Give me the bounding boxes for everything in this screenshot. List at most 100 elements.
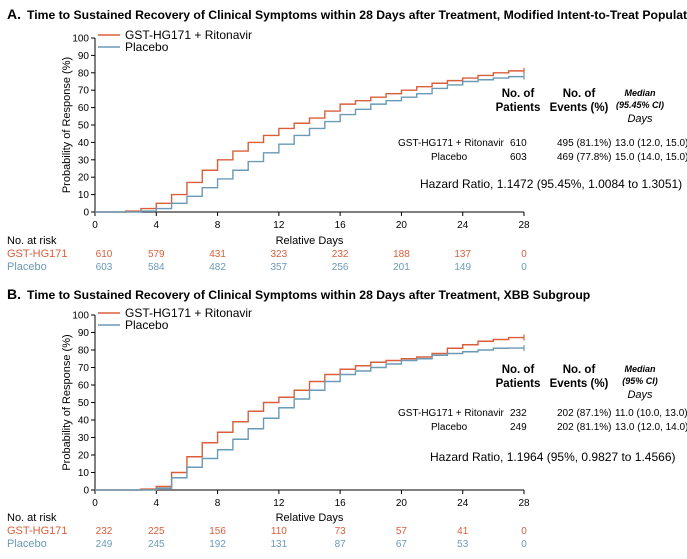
at-risk-value: 232 bbox=[332, 249, 349, 260]
at-risk-value: 579 bbox=[148, 249, 165, 260]
panel-label: B. bbox=[7, 286, 21, 302]
placebo-curve bbox=[95, 347, 524, 491]
y-tick-label: 80 bbox=[78, 68, 90, 79]
at-risk-value: 156 bbox=[209, 526, 226, 537]
at-risk-value: 73 bbox=[335, 526, 347, 537]
x-tick-label: 24 bbox=[457, 220, 469, 231]
header-days: Days bbox=[627, 389, 653, 401]
treatment-curve bbox=[95, 70, 524, 213]
y-tick-label: 80 bbox=[78, 346, 90, 357]
hazard-ratio: Hazard Ratio, 1.1964 (95%, 0.9827 to 1.4… bbox=[430, 450, 676, 464]
y-tick-label: 10 bbox=[78, 468, 90, 479]
at-risk-value: 87 bbox=[335, 539, 347, 550]
x-tick-label: 20 bbox=[396, 498, 408, 509]
legend-label: GST-HG171 + Ritonavir bbox=[125, 306, 252, 320]
at-risk-value: 256 bbox=[332, 262, 349, 273]
row-group: Placebo bbox=[431, 152, 468, 163]
at-risk-value: 357 bbox=[271, 262, 288, 273]
y-tick-label: 10 bbox=[78, 190, 90, 201]
km-plot: 0 10 20 30 40 50 60 70 80 90 100 0 4 8 12 16 20 24 28 Proba… bbox=[7, 306, 530, 550]
y-tick-label: 30 bbox=[78, 155, 90, 166]
row-events: 202 (81.1%) bbox=[557, 422, 612, 433]
panel-label: A. bbox=[7, 6, 21, 22]
chart-title: Time to Sustained Recovery of Clinical S… bbox=[27, 8, 687, 22]
y-tick-label: 40 bbox=[78, 138, 90, 149]
hazard-ratio: Hazard Ratio, 1.1472 (95.45%, 1.0084 to … bbox=[420, 177, 683, 191]
legend-label: Placebo bbox=[125, 40, 169, 54]
row-events: 495 (81.1%) bbox=[557, 138, 612, 149]
x-tick-label: 12 bbox=[273, 498, 285, 509]
at-risk-group: GST-HG171 bbox=[7, 248, 68, 260]
at-risk-label: No. at risk bbox=[7, 235, 57, 247]
header-patients: No. of Patients bbox=[495, 88, 541, 114]
x-tick-label: 28 bbox=[518, 220, 530, 231]
header-median: Median (95.45% CI) bbox=[615, 88, 665, 110]
at-risk-value: 131 bbox=[271, 539, 288, 550]
at-risk-value: 245 bbox=[148, 539, 165, 550]
at-risk-value: 57 bbox=[396, 526, 408, 537]
header-patients: No. of Patients bbox=[495, 364, 541, 390]
row-group: Placebo bbox=[431, 422, 468, 433]
header-days: Days bbox=[627, 113, 653, 125]
y-tick-label: 20 bbox=[78, 451, 90, 462]
row-median: 13.0 (12.0, 14.0) bbox=[615, 422, 687, 433]
at-risk-value: 232 bbox=[96, 526, 113, 537]
row-events: 202 (87.1%) bbox=[557, 408, 612, 419]
at-risk-group: Placebo bbox=[7, 538, 47, 550]
at-risk-value: 225 bbox=[148, 526, 165, 537]
y-tick-label: 60 bbox=[78, 103, 90, 114]
row-group: GST-HG171 + Ritonavir bbox=[398, 408, 504, 419]
at-risk-label: No. at risk bbox=[7, 512, 57, 524]
at-risk-value: 149 bbox=[454, 262, 471, 273]
y-tick-label: 30 bbox=[78, 433, 90, 444]
at-risk-value: 431 bbox=[209, 249, 226, 260]
x-axis-label: Relative Days bbox=[276, 235, 344, 247]
at-risk-value: 41 bbox=[457, 526, 469, 537]
at-risk-value: 192 bbox=[209, 539, 226, 550]
treatment-curve bbox=[95, 336, 524, 491]
km-plot: 0 10 20 30 40 50 60 70 80 90 100 0 4 8 12 16 20 24 28 Proba… bbox=[7, 28, 530, 273]
at-risk-value: 110 bbox=[271, 526, 287, 537]
y-tick-label: 70 bbox=[78, 363, 90, 374]
at-risk-value: 482 bbox=[209, 262, 226, 273]
chart-title: Time to Sustained Recovery of Clinical S… bbox=[27, 288, 591, 302]
panel-a: A. Time to Sustained Recovery of Clinical… bbox=[0, 0, 687, 279]
y-tick-label: 50 bbox=[78, 121, 90, 132]
at-risk-value: 0 bbox=[521, 539, 527, 550]
y-axis-label: Probability of Response (%) bbox=[61, 57, 73, 193]
at-risk-value: 201 bbox=[393, 262, 410, 273]
legend-label: Placebo bbox=[125, 318, 169, 332]
at-risk-value: 0 bbox=[521, 526, 527, 537]
at-risk-value: 188 bbox=[393, 249, 410, 260]
y-tick-label: 100 bbox=[72, 311, 89, 322]
at-risk-value: 137 bbox=[454, 249, 471, 260]
at-risk-group: Placebo bbox=[7, 261, 47, 273]
y-axis-label: Probability of Response (%) bbox=[61, 334, 73, 470]
row-patients: 249 bbox=[510, 422, 527, 433]
y-tick-label: 100 bbox=[72, 34, 89, 45]
row-patients: 603 bbox=[510, 152, 527, 163]
x-tick-label: 4 bbox=[154, 498, 160, 509]
at-risk-value: 610 bbox=[96, 249, 113, 260]
at-risk-value: 67 bbox=[396, 539, 408, 550]
header-events: No. of Events (%) bbox=[549, 88, 609, 114]
y-tick-label: 0 bbox=[83, 486, 89, 497]
at-risk-value: 323 bbox=[271, 249, 288, 260]
at-risk-value: 249 bbox=[96, 539, 113, 550]
x-axis-label: Relative Days bbox=[276, 512, 344, 524]
panel-b: B. Time to Sustained Recovery of Clinical… bbox=[0, 280, 687, 559]
y-tick-label: 40 bbox=[78, 416, 90, 427]
at-risk-value: 0 bbox=[521, 249, 527, 260]
placebo-curve bbox=[95, 75, 524, 213]
y-tick-label: 90 bbox=[78, 51, 90, 62]
panel-title: A. Time to Sustained Recovery of Clinical… bbox=[7, 6, 687, 22]
y-tick-label: 60 bbox=[78, 381, 90, 392]
row-median: 11.0 (10.0, 13.0) bbox=[615, 408, 687, 419]
y-tick-label: 0 bbox=[83, 208, 89, 219]
at-risk-value: 0 bbox=[521, 262, 527, 273]
x-tick-label: 28 bbox=[518, 498, 530, 509]
header-events: No. of Events (%) bbox=[549, 364, 609, 390]
x-tick-label: 0 bbox=[92, 498, 98, 509]
at-risk-value: 603 bbox=[96, 262, 113, 273]
header-median: Median (95% CI) bbox=[622, 364, 658, 386]
